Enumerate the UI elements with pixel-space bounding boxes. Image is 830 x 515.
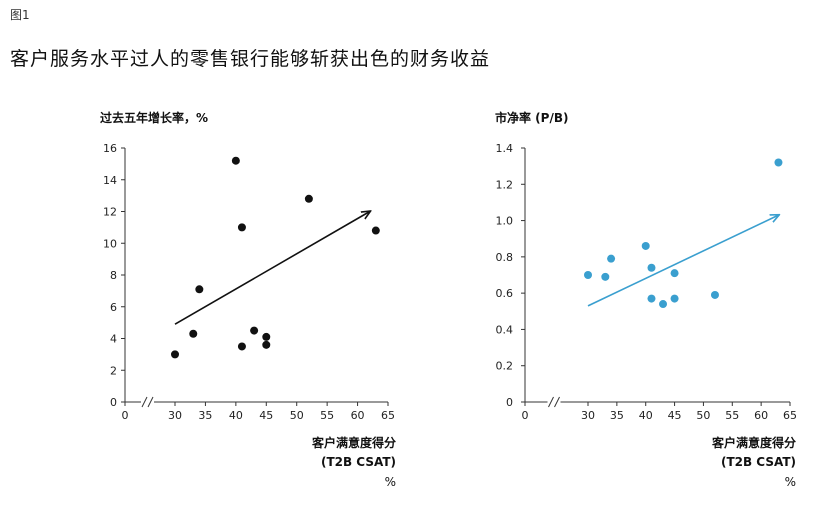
x-tick-label: 35: [610, 409, 624, 422]
x-axis-label-sub: (T2B CSAT): [321, 455, 396, 469]
axis-break-mark: [554, 396, 560, 408]
axis-break-gap: [141, 400, 154, 404]
x-tick-label: 60: [351, 409, 365, 422]
y-tick-label: 16: [103, 142, 117, 155]
data-point: [647, 263, 656, 272]
data-point: [171, 350, 179, 359]
y-tick-label: 0: [506, 396, 513, 409]
data-point: [584, 271, 592, 279]
trend-arrow: [587, 215, 778, 307]
data-point: [237, 342, 246, 351]
y-tick-label: 0.4: [496, 323, 514, 336]
axis-break-gap: [547, 400, 561, 404]
axis-break-mark: [548, 396, 554, 408]
data-point: [195, 285, 204, 294]
figure-label: 图1: [10, 8, 30, 22]
y-tick-label: 8: [110, 269, 117, 282]
x-tick-label: 55: [725, 409, 739, 422]
y-tick-label: 6: [110, 301, 117, 314]
trend-arrow: [174, 212, 370, 325]
data-point: [250, 326, 259, 335]
data-point: [262, 340, 271, 349]
data-point: [189, 329, 198, 338]
data-point: [774, 158, 783, 167]
x-tick-label: 45: [259, 409, 273, 422]
y-tick-label: 4: [110, 333, 117, 346]
data-point: [710, 290, 719, 299]
data-point: [371, 226, 380, 235]
x-axis-label: 客户满意度得分: [711, 435, 796, 450]
x-tick-label: 50: [290, 409, 304, 422]
y-tick-label: 0: [110, 396, 117, 409]
y-axis-label: 过去五年增长率，%: [100, 110, 208, 125]
y-tick-label: 1.0: [496, 215, 514, 228]
y-tick-label: 12: [103, 206, 117, 219]
y-tick-label: 1.4: [496, 142, 514, 155]
x-tick-label: 65: [381, 409, 395, 422]
data-point: [607, 254, 616, 263]
x-tick-label: 40: [229, 409, 243, 422]
x-axis-label-sub: (T2B CSAT): [721, 455, 796, 469]
data-point: [304, 194, 313, 203]
data-point: [647, 294, 656, 303]
data-point: [659, 300, 668, 309]
growth-scatter-chart: 过去五年增长率，% 0 2 4 6 8 10 12 14 16 0 30 35 40 45 50 55 60 65 客…: [100, 110, 396, 489]
pb-scatter-chart: 市净率 (P/B) 0 0.2 0.4 0.6 0.8 1.0 1.2 1.4 0 30 35 40 45…: [495, 110, 797, 489]
y-tick-label: 2: [110, 364, 117, 377]
x-tick-label: 60: [754, 409, 768, 422]
figure-title: 客户服务水平过人的零售银行能够斩获出色的财务收益: [10, 48, 491, 70]
x-tick-label: 30: [581, 409, 595, 422]
x-tick-label: 55: [320, 409, 334, 422]
data-point: [231, 156, 240, 165]
x-axis-unit: %: [385, 475, 396, 489]
x-tick-label: 45: [668, 409, 682, 422]
y-tick-label: 14: [103, 174, 117, 187]
x-tick-label: 35: [198, 409, 212, 422]
data-point: [237, 223, 246, 232]
data-point: [670, 269, 679, 278]
data-point: [641, 241, 650, 250]
data-point: [670, 294, 679, 303]
x-axis-label: 客户满意度得分: [311, 435, 396, 450]
y-tick-label: 0.2: [496, 360, 514, 373]
x-tick-label: 50: [696, 409, 710, 422]
x-tick-label: 40: [639, 409, 653, 422]
x-tick-label: 0: [122, 409, 129, 422]
y-tick-label: 1.2: [496, 178, 514, 191]
x-tick-label: 30: [168, 409, 182, 422]
x-axis-unit: %: [785, 475, 796, 489]
x-tick-label: 65: [783, 409, 797, 422]
y-tick-label: 0.6: [496, 287, 514, 300]
data-point: [262, 332, 271, 341]
x-tick-label: 0: [522, 409, 529, 422]
y-tick-label: 0.8: [496, 251, 514, 264]
data-point: [601, 272, 610, 281]
axis-break-mark: [141, 396, 148, 408]
y-axis-label: 市净率 (P/B): [495, 110, 568, 125]
axis-break-mark: [147, 396, 154, 408]
y-tick-label: 10: [103, 237, 117, 250]
